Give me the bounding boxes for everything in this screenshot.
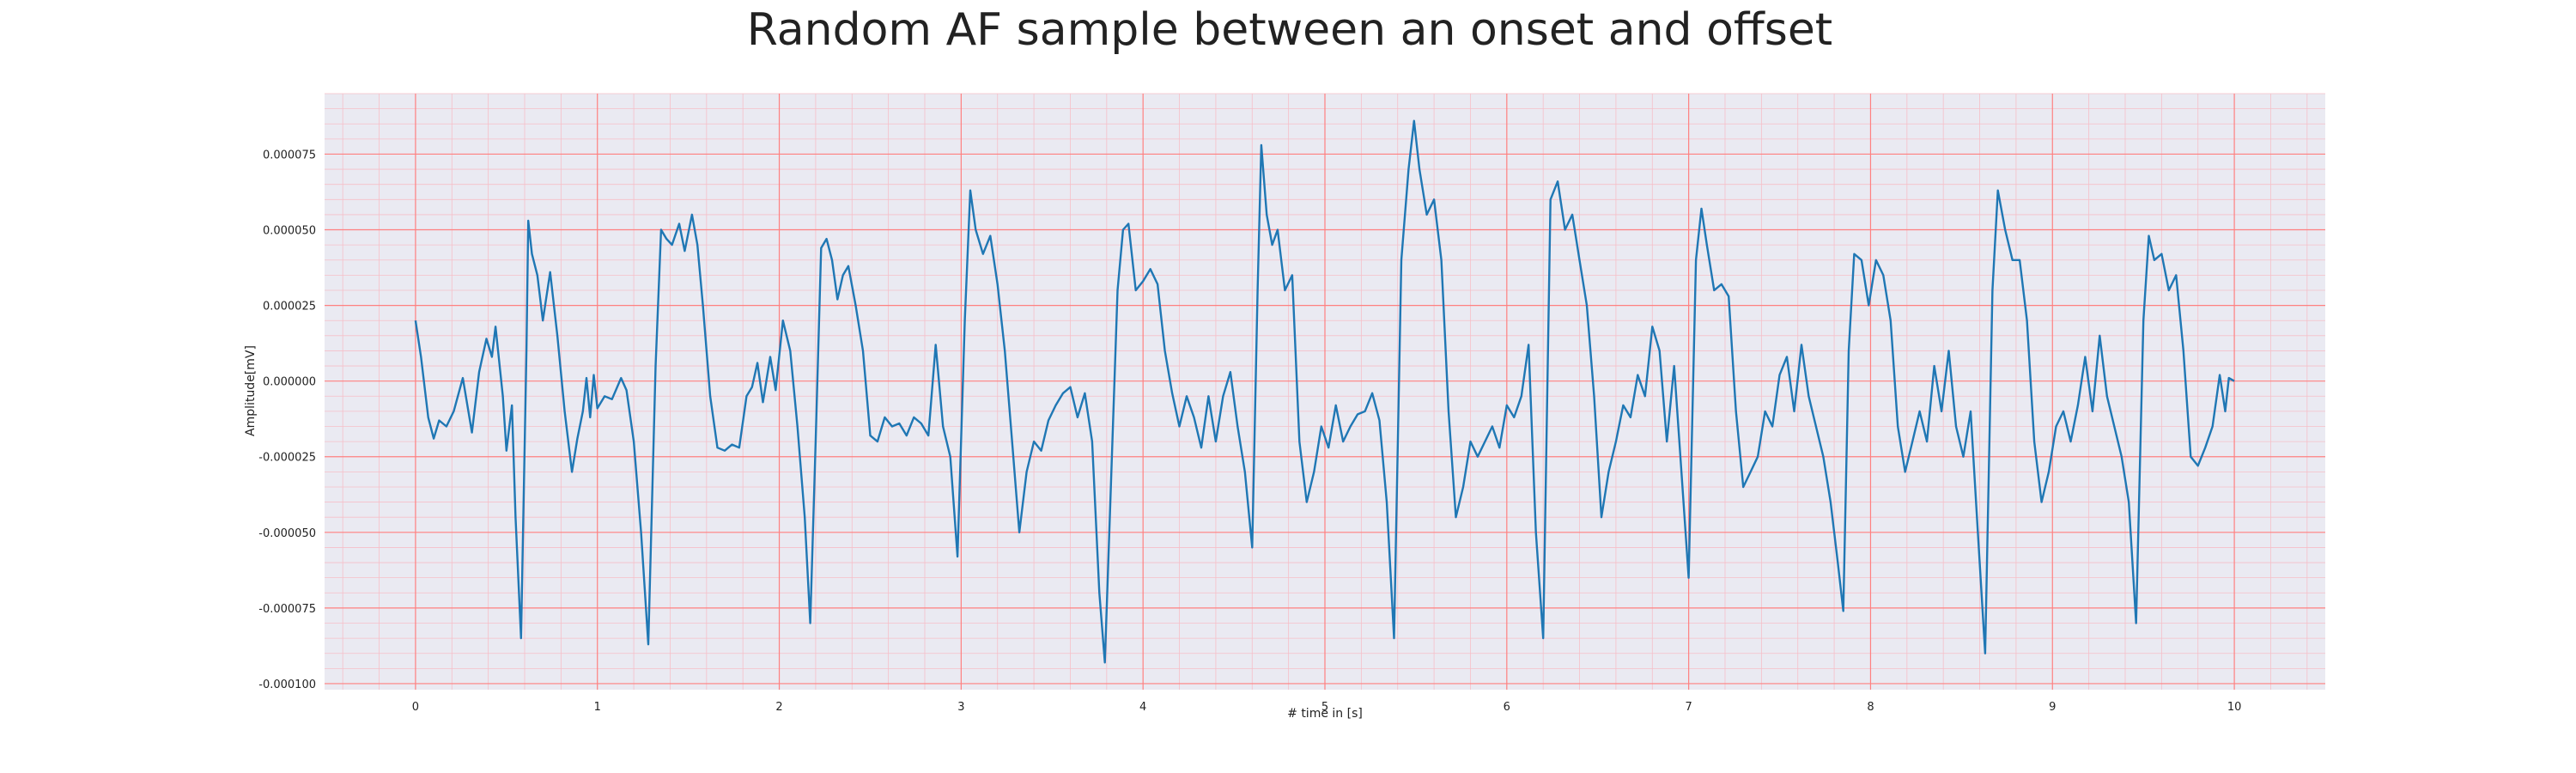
y-tick-label: -0.000050 xyxy=(258,527,316,540)
series-line xyxy=(414,119,2235,664)
x-tick-label: 4 xyxy=(1139,701,1146,714)
y-axis-label: Amplitude[mV] xyxy=(244,345,258,436)
x-tick-label: 6 xyxy=(1504,701,1510,714)
y-tick-label: 0.000025 xyxy=(263,301,316,313)
y-tick-label: 0.000075 xyxy=(263,149,316,161)
x-tick-label: 5 xyxy=(1321,701,1328,714)
major-grid xyxy=(325,94,2325,690)
x-tick-label: 2 xyxy=(775,701,782,714)
x-tick-label: 7 xyxy=(1685,701,1692,714)
x-tick-label: 3 xyxy=(957,701,964,714)
x-tick-label: 9 xyxy=(2049,701,2056,714)
y-tick-label: -0.000025 xyxy=(258,452,316,465)
y-tick-label: -0.000100 xyxy=(258,679,316,691)
x-axis-ticks: 0 1 2 3 4 5 6 7 8 9 10 xyxy=(412,701,2242,714)
x-tick-label: 1 xyxy=(594,701,601,714)
y-axis-ticks: -0.000100 -0.000075 -0.000050 -0.000025 0.00… xyxy=(258,149,316,691)
y-tick-label: 0.000000 xyxy=(263,376,316,389)
x-tick-label: 8 xyxy=(1867,701,1874,714)
chart-title: Random AF sample between an onset and of… xyxy=(747,4,1832,56)
x-axis-label: # time in [s] xyxy=(1287,707,1363,721)
y-tick-label: -0.000075 xyxy=(258,603,316,616)
x-tick-label: 10 xyxy=(2227,701,2242,714)
x-tick-label: 0 xyxy=(412,701,419,714)
y-tick-label: 0.000050 xyxy=(263,225,316,238)
